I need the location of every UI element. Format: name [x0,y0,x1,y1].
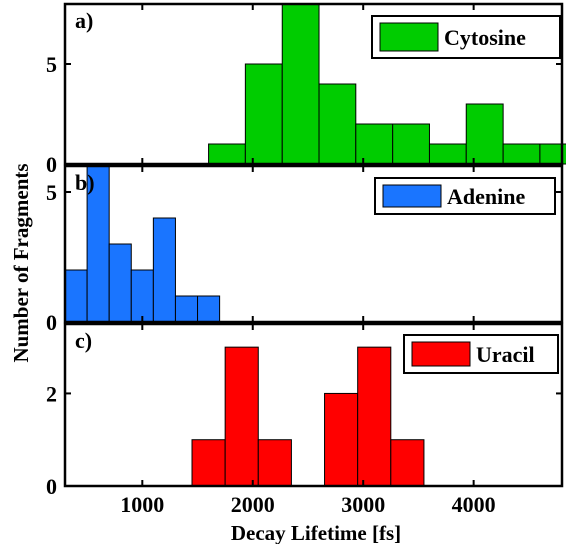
panel-1: 0 5 a) Cytosine [46,2,566,177]
legend-label: Cytosine [444,25,526,50]
histogram-bar [64,269,88,323]
x-tick-label: 4000 [452,492,496,517]
x-tick-label: 1000 [120,492,164,517]
histogram-bar [130,269,154,323]
histogram-bar [244,63,283,165]
histogram-bar [208,143,246,165]
histogram-bar [428,143,467,165]
histogram-bar [197,295,221,323]
y-tick-label: 0 [46,310,57,335]
histogram-bar [174,295,199,323]
y-tick-label: 0 [46,474,57,499]
histogram-bar [390,439,425,487]
panel-frame [63,164,564,324]
panel-3: 0 2 c) Uracil [46,322,564,499]
histogram-bar [152,217,176,323]
histogram-bar [465,103,504,165]
panels: 0 5 a) Cytosine 0 5 b) Adenine 0 2 c) Uracil 1000 200… [46,2,566,517]
histogram-bar [281,3,320,165]
y-tick-label: 2 [46,381,57,406]
y-tick-label: 5 [46,52,57,77]
y-tick-label: 0 [46,152,57,177]
panel-2: 0 5 b) Adenine [46,164,564,335]
histogram-bar [355,123,394,165]
x-tick-label: 3000 [341,492,385,517]
legend-swatch [382,184,442,208]
legend-label: Uracil [476,342,535,367]
histogram-bar [357,346,392,487]
histogram-bar [392,123,430,165]
histogram-bar [224,346,259,487]
histogram-bar [318,83,357,165]
x-axis-label: Decay Lifetime [fs] [231,521,401,544]
legend-swatch [411,341,471,367]
histogram-bar [502,143,541,165]
y-axis-label: Number of Fragments [9,163,33,362]
histogram-bar [257,439,292,487]
panel-label: a) [75,8,93,33]
legend-label: Adenine [447,184,525,209]
panel-label: b) [75,170,95,195]
panel-frame [63,2,564,166]
x-tick-label: 2000 [231,492,275,517]
histogram-bar [108,243,132,323]
y-tick-label: 5 [46,180,57,205]
histogram-bar [324,392,359,487]
legend-swatch [379,22,439,52]
panel-label: c) [75,328,92,353]
panel-frame [63,322,564,488]
histogram-bar [191,439,226,487]
